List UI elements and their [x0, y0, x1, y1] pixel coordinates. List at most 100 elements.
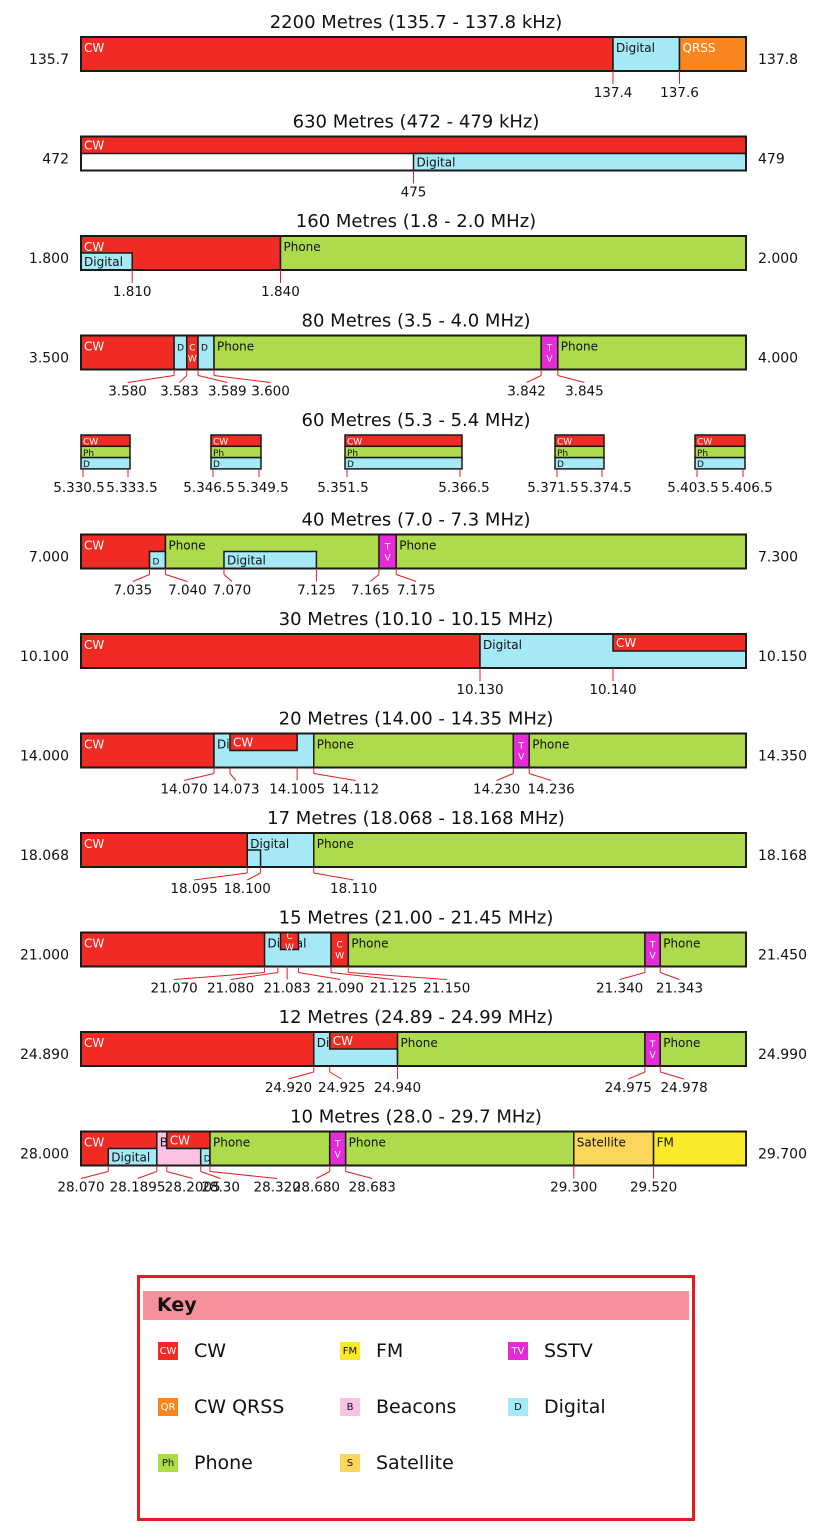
band-15-metres-tick-7-leader [660, 972, 680, 980]
band-80-metres-tick-0-label: 3.580 [108, 384, 147, 400]
band-17-metres-seg-3-label: Phone [317, 837, 354, 851]
band-40-metres-seg-5-label: Phone [399, 539, 436, 553]
band-60-metres-sub1-cw-label: CW [213, 438, 228, 448]
band-17-metres-tick-1-leader [247, 872, 261, 881]
band-80-metres-tick-3-leader [213, 375, 271, 383]
band-160-metres-outline [80, 235, 747, 271]
band-10-metres-seg-0-label: CW [84, 1136, 104, 1150]
band-160-metres-seg-1-label: Digital [84, 255, 123, 269]
key-swatch-sstv: TV [508, 1342, 528, 1360]
band-80-metres-tick-2-label: 3.589 [208, 384, 247, 400]
band-12-metres-outline [80, 1031, 747, 1067]
band-15-metres-seg-4-phone [347, 931, 646, 968]
band-10-metres-tick-5-leader [316, 1171, 330, 1179]
band-10-metres-title: 10 Metres (28.0 - 29.7 MHz) [290, 1107, 542, 1128]
band-10-metres-tick-1-label: 28.1895 [110, 1180, 166, 1196]
band-80-metres-seg-6-label: Phone [561, 340, 598, 354]
band-10-metres-high-label: 29.700 [758, 1147, 807, 1163]
band-630-metres-tick-0-label: 475 [401, 185, 427, 201]
band-15-metres-tick-6-label: 21.340 [596, 981, 643, 997]
band-15-metres-tick-3-label: 21.090 [317, 981, 364, 997]
band-10-metres-tick-8-label: 29.520 [630, 1180, 677, 1196]
band-17-metres-seg-2-digital [246, 849, 262, 868]
band-12-metres-seg-5-phone [659, 1031, 747, 1067]
band-17-metres-tick-0-leader [193, 872, 248, 881]
band-20-metres-tick-5-label: 14.236 [528, 782, 575, 798]
band-12-metres-seg-3-label: Phone [401, 1036, 438, 1050]
band-80-metres-seg-1-label: D [177, 344, 184, 354]
band-80-metres-seg-0-label: CW [84, 340, 104, 354]
band-60-metres-sub3-lo-label: 5.371.5 [527, 480, 579, 496]
key-item-digital: D Digital [508, 1396, 606, 1418]
band-17-metres-tick-2-leader [313, 872, 354, 881]
band-12-metres-tick-4-label: 24.978 [661, 1080, 708, 1096]
key-item-qrss: QR CW QRSS [158, 1396, 284, 1418]
band-20-metres-outline [80, 732, 747, 769]
band-60-metres-sub4-hi-label: 5.406.5 [721, 480, 773, 496]
band-20-metres-tick-0-leader [183, 773, 215, 781]
band-30-metres-tick-1-label: 10.140 [589, 682, 636, 698]
key-label-fm: FM [376, 1340, 404, 1362]
band-20-metres-low-label: 14.000 [20, 749, 69, 765]
band-60-metres-sub4-d-seg [694, 456, 746, 470]
key-label-digital: Digital [544, 1396, 606, 1418]
band-60-metres-sub1-ph-label: Ph [213, 449, 224, 459]
band-20-metres-tick-5-leader [529, 773, 552, 781]
key-swatch-digital: D [508, 1398, 528, 1416]
band-30-metres-tick-0-label: 10.130 [456, 682, 503, 698]
band-80-metres-outline [80, 334, 747, 371]
band-17-metres-low-label: 18.068 [20, 848, 69, 864]
band-17-metres-seg-0-cw [80, 832, 248, 868]
band-10-metres-tick-4-label: 28.320 [254, 1180, 301, 1196]
band-12-metres-seg-2-label: CW [333, 1034, 353, 1048]
band-2200-metres-low-label: 135.7 [29, 52, 69, 68]
band-10-metres-seg-5-label: Phone [213, 1136, 250, 1150]
band-10-metres-tick-5-label: 28.680 [293, 1180, 340, 1196]
key-label-qrss: CW QRSS [194, 1396, 285, 1418]
band-40-metres-tick-4-label: 7.165 [351, 583, 390, 599]
band-10-metres-seg-7-label: Phone [349, 1136, 386, 1150]
band-80-metres-tick-3-label: 3.600 [251, 384, 290, 400]
band-10-metres-tick-0-label: 28.070 [57, 1180, 104, 1196]
band-20-metres-tick-3-leader [313, 773, 356, 781]
band-80-metres-seg-4-phone [213, 334, 542, 371]
band-15-metres-title: 15 Metres (21.00 - 21.45 MHz) [279, 908, 554, 929]
band-10-metres-low-label: 28.000 [20, 1147, 69, 1163]
band-30-metres-seg-1-label: Digital [483, 638, 522, 652]
band-10-metres-tick-3-leader [200, 1171, 221, 1179]
band-40-metres-tick-2-leader [223, 574, 233, 582]
band-40-metres-high-label: 7.300 [758, 550, 798, 566]
band-630-metres-seg-1-digital [412, 152, 747, 172]
band-80-metres-tick-4-leader [526, 375, 542, 383]
band-60-metres-sub0-lo-label: 5.330.5 [53, 480, 105, 496]
band-60-metres-sub4-d-label: D [697, 460, 704, 470]
band-12-metres-seg-0-cw [80, 1031, 315, 1067]
band-630-metres-low-label: 472 [42, 152, 69, 168]
band-160-metres-tick-0-label: 1.810 [113, 284, 152, 300]
band-40-metres-tick-0-label: 7.035 [114, 583, 153, 599]
band-60-metres-sub2-cw-seg [344, 434, 463, 448]
band-60-metres-sub2-cw-label: CW [347, 438, 362, 448]
key-swatch-qrss: QR [158, 1398, 178, 1416]
band-630-metres-seg-0-cw [80, 135, 747, 155]
key-label-beacons: Beacons [376, 1396, 457, 1418]
band-30-metres-seg-2-label: CW [616, 636, 636, 650]
band-20-metres-seg-5-label: Phone [532, 738, 569, 752]
band-15-metres-outline [80, 931, 747, 968]
band-80-metres-high-label: 4.000 [758, 351, 798, 367]
band-20-metres-seg-0-cw [80, 732, 215, 769]
band-20-metres-tick-2-label: 14.1005 [269, 782, 325, 798]
band-15-metres-tick-0-leader [174, 972, 265, 980]
band-40-metres-tick-0-leader [132, 574, 150, 582]
band-60-metres-sub4-ph-label: Ph [697, 449, 708, 459]
band-17-metres-seg-1-label: Digital [250, 837, 289, 851]
band-20-metres-tick-0-label: 14.070 [160, 782, 207, 798]
key-title: Key [143, 1291, 689, 1320]
band-30-metres-high-label: 10.150 [758, 649, 807, 665]
band-40-metres-low-label: 7.000 [29, 550, 69, 566]
band-17-metres-title: 17 Metres (18.068 - 18.168 MHz) [267, 808, 565, 829]
